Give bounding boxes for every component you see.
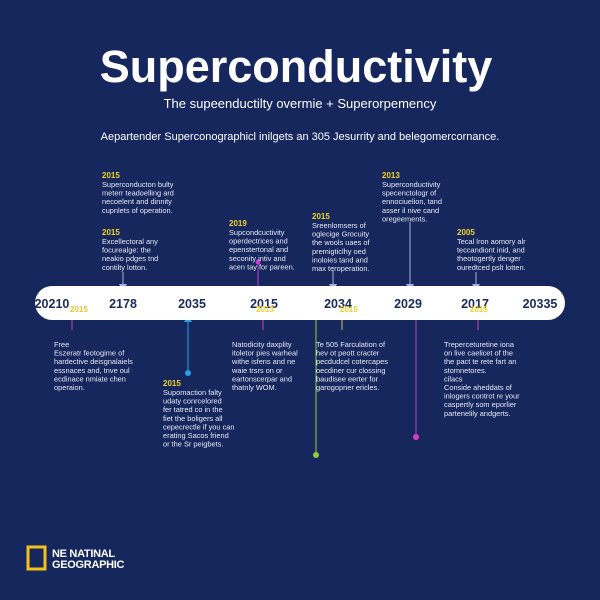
note-line: oecdiner cur clossing [316, 366, 385, 375]
note-line: Excellectoral any [102, 237, 158, 246]
logo-frame [26, 545, 47, 571]
note-line: caspertly som eporlier [444, 400, 517, 409]
note-line: Conside aheddats of [444, 383, 513, 392]
note-line: Eszeratr feotogime of [54, 349, 125, 358]
note-line: partenelily andgerts. [444, 409, 511, 418]
note-line: eartonscerpar and [232, 374, 292, 383]
note-year: 2005 [457, 228, 475, 237]
note-year: 2015 [70, 305, 88, 314]
note-line: erating Sacos friend [163, 431, 229, 440]
subtitle: The supeenductilty overmie + Superorpeme… [164, 96, 437, 111]
note-year: 2015 [102, 171, 120, 180]
note-line: Te 505 Farculation of [316, 340, 386, 349]
note-line: garogopner ericles. [316, 383, 379, 392]
note-line: specenctologr of [382, 189, 437, 198]
note-line: Tecal lron aomory alr [457, 237, 526, 246]
note-line: Supomaction falty [163, 388, 222, 397]
note-line: Sreenlomsers of [312, 221, 367, 230]
logo-text: NE NATINAL [52, 548, 115, 560]
timeline-label: 2034 [324, 297, 352, 311]
timeline-label: 2029 [394, 297, 422, 311]
title: Superconductivity [100, 41, 493, 92]
note-year: 2015 [340, 305, 358, 314]
note-line: Treperceturetine iona [444, 340, 515, 349]
note-line: essnaces and, tnve oul [54, 366, 130, 375]
note-line: the wools uaes of [312, 238, 370, 247]
note-line: inoloies tand and [312, 255, 368, 264]
note-line: epenstertonal and [229, 245, 288, 254]
note-line: oregeements. [382, 214, 427, 223]
timeline-label: 20210 [35, 297, 70, 311]
note-year: 2015 [470, 305, 488, 314]
note-line: asser il nive cand [382, 206, 439, 215]
note-line: fer tatred co in the [163, 405, 223, 414]
note-line: hardective deisgnalaiels [54, 357, 133, 366]
note-year: 2013 [382, 171, 400, 180]
note-line: Free [54, 340, 69, 349]
timeline-label: 2035 [178, 297, 206, 311]
note-line: max teroperation. [312, 264, 370, 273]
note-line: Supcondcuctivity [229, 228, 285, 237]
note-line: seconity intiv and [229, 254, 286, 263]
intro: Aepartender Superconographicl inilgets a… [101, 131, 500, 143]
note-line: cupnlets of operation. [102, 206, 173, 215]
timeline-label: 2017 [461, 297, 489, 311]
note-line: teccandiont inid, and [457, 246, 525, 255]
note-line: inlogers controt re your [444, 392, 520, 401]
note-line: udaty conrcelored [163, 397, 222, 406]
note-line: Superconducton bulty [102, 180, 174, 189]
note-line: withe isfens and ne [231, 357, 295, 366]
note-year: 2015 [102, 228, 120, 237]
note-line: cilacs [444, 374, 463, 383]
timeline-label: 2178 [109, 297, 137, 311]
note-line: waie trsrs on or [231, 366, 283, 375]
note-line: necoelent and dinnity [102, 197, 172, 206]
note-line: or the Sr peigbets. [163, 440, 223, 449]
note-line: stomnetores. [444, 366, 487, 375]
note-line: the pact te rete fart an [444, 357, 516, 366]
note-line: oglecige Grocuity [312, 230, 369, 239]
note-line: fiet the boligers all [163, 414, 223, 423]
timeline-label: 20335 [523, 297, 558, 311]
note-line: meterr teadoelling ard [102, 189, 174, 198]
logo-text: GEOGRAPHIC [52, 559, 125, 571]
note-line: on live caelicet of the [444, 349, 513, 358]
note-line: acen tay for pareen. [229, 262, 295, 271]
note-line: operaion. [54, 383, 85, 392]
note-line: theotogertly denger [457, 254, 521, 263]
note-year: 2013 [256, 305, 274, 314]
note-line: cepecrectle if you can [163, 422, 234, 431]
timeline-bar [35, 286, 565, 320]
note-line: focurealge: the [102, 246, 151, 255]
note-line: hev ot peott cracter [316, 349, 380, 358]
note-line: baudisee eerter for [316, 374, 379, 383]
note-line: operdectrices and [229, 237, 288, 246]
timeline-label: 2015 [250, 297, 278, 311]
note-year: 2015 [312, 212, 330, 221]
note-line: ouredtced pslt lotten. [457, 263, 526, 272]
note-line: Superconductivity [382, 180, 441, 189]
note-year: 2015 [163, 379, 181, 388]
note-line: itoletor pies warheal [232, 349, 298, 358]
note-line: neakio pdges tnd [102, 254, 158, 263]
note-year: 2019 [229, 219, 247, 228]
note-line: contilty lotton. [102, 263, 147, 272]
note-line: pecdudcel cotercapes [316, 357, 388, 366]
note-line: ecdinace nmiate chen [54, 374, 126, 383]
note-line: premigticlhy oed [312, 247, 366, 256]
note-line: ennociuelion, tand [382, 197, 442, 206]
note-line: thatnly WOM. [232, 383, 277, 392]
note-line: Natodicity daxplity [232, 340, 292, 349]
